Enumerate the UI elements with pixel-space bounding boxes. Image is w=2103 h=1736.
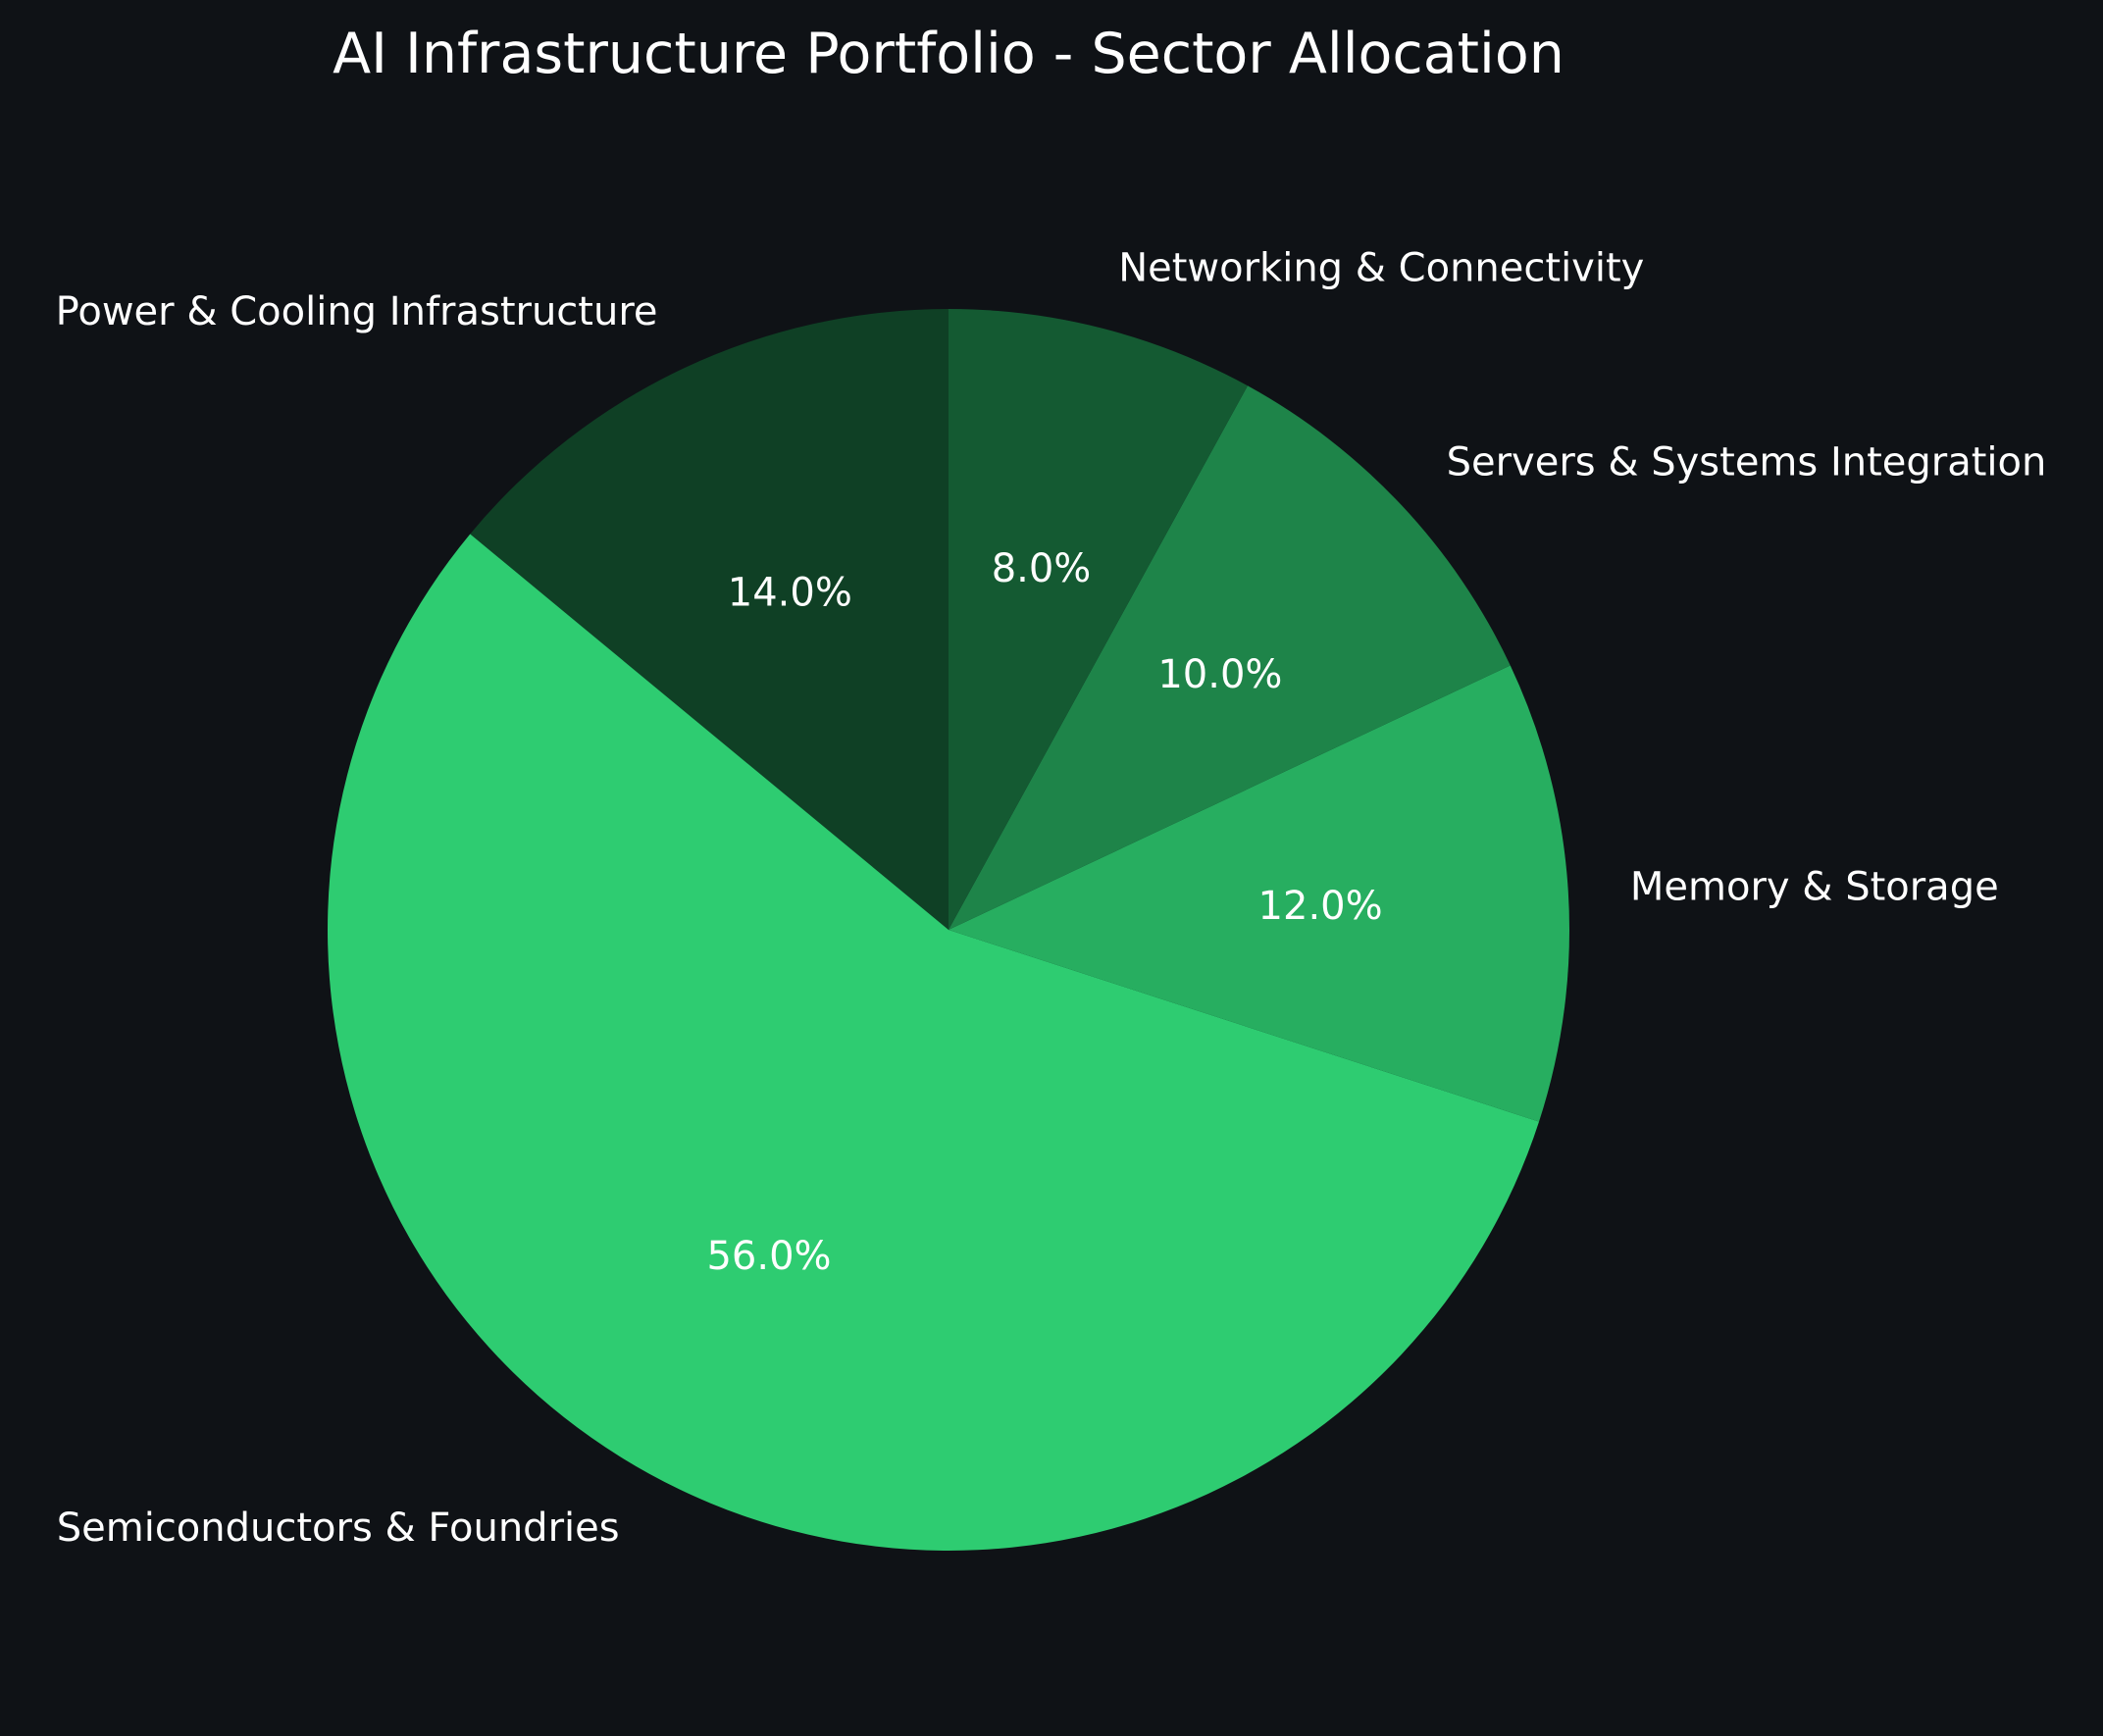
slice-label-memory-and-storage: Memory & Storage [1630,864,1999,909]
pie-slice-networking-and-connectivity [949,309,1248,930]
pie-slice-memory-and-storage [949,665,1570,1122]
chart-title: AI Infrastructure Portfolio - Sector All… [333,22,1564,86]
pie-slice-servers-and-systems-integration [949,385,1511,930]
pie-slices [328,309,1570,1552]
slice-label-networking-and-connectivity: Networking & Connectivity [1118,246,1644,291]
pct-label-power-and-cooling-infrastructure: 14.0% [728,570,852,615]
slice-label-semiconductors-and-foundries: Semiconductors & Foundries [57,1506,620,1551]
pie-slice-power-and-cooling-infrastructure [470,309,949,930]
pie-slice-semiconductors-and-foundries [328,534,1540,1552]
slice-label-power-and-cooling-infrastructure: Power & Cooling Infrastructure [56,289,658,334]
pct-label-servers-and-systems-integration: 10.0% [1157,652,1282,697]
pie-labels: Power & Cooling Infrastructure 14.0% Semic… [56,246,2047,1552]
pct-label-networking-and-connectivity: 8.0% [992,546,1092,591]
pct-label-memory-and-storage: 12.0% [1258,884,1383,929]
slice-label-servers-and-systems-integration: Servers & Systems Integration [1447,439,2047,485]
pct-label-semiconductors-and-foundries: 56.0% [706,1234,831,1279]
